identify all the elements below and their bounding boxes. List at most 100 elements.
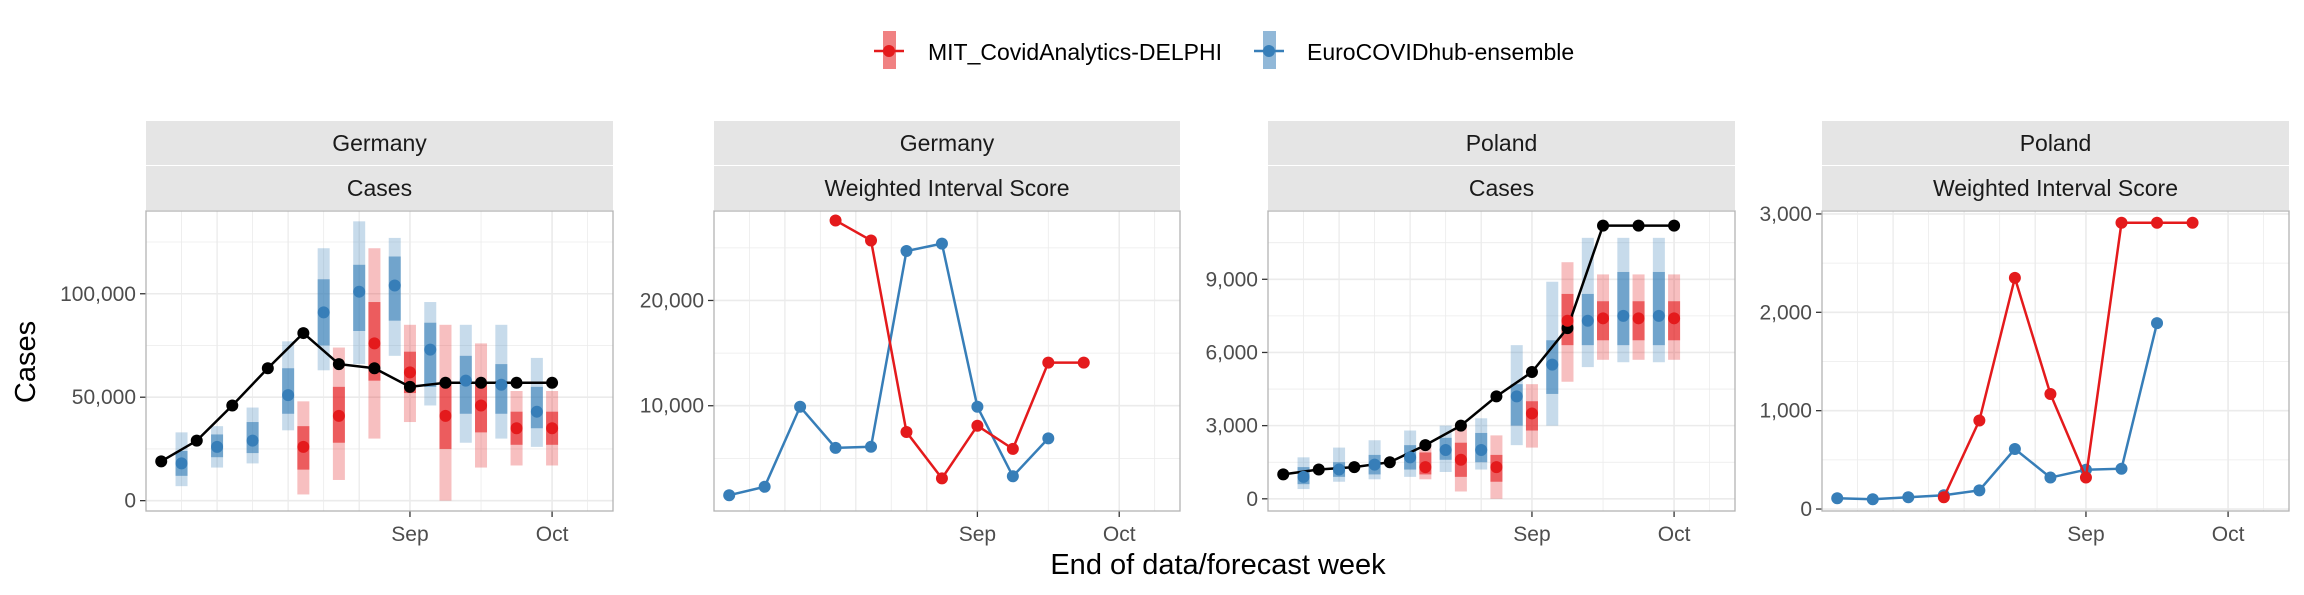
x-tick-label: Oct xyxy=(536,523,569,546)
score-point xyxy=(2151,317,2164,330)
score-line xyxy=(834,219,1084,481)
score-point xyxy=(971,419,984,432)
facet-label-location: Germany xyxy=(900,130,995,156)
facet-label-target: Weighted Interval Score xyxy=(1933,175,2178,201)
panel-border xyxy=(145,210,614,512)
forecast-median-point xyxy=(1525,407,1538,420)
observed-point xyxy=(1632,219,1645,232)
panel-germany-cases: Germany Cases 0 50,000 100,000 Sep Oct xyxy=(60,121,614,546)
forecast-median-point xyxy=(1652,309,1665,322)
forecast-median-point xyxy=(530,405,543,418)
score-point xyxy=(2151,216,2164,229)
forecast-interval-inner xyxy=(1652,271,1665,346)
facet-strip-target xyxy=(714,166,1180,210)
y-tick-label: 9,000 xyxy=(1205,268,1258,291)
score-point xyxy=(900,426,913,439)
score-point xyxy=(935,237,948,250)
legend-label-hub: EuroCOVIDhub-ensemble xyxy=(1307,39,1574,65)
x-tick-label: Oct xyxy=(1103,523,1136,546)
score-point xyxy=(2115,462,2128,475)
y-tick-label: 0 xyxy=(124,490,136,513)
score-point xyxy=(2008,443,2021,456)
observed-point xyxy=(439,376,452,389)
score-point xyxy=(829,441,842,454)
y-tick-label: 10,000 xyxy=(640,395,704,418)
forecast-median-point xyxy=(317,306,330,319)
score-point xyxy=(758,480,771,493)
forecast-median-point xyxy=(353,285,366,298)
facet-label-target: Cases xyxy=(347,175,412,201)
facet-label-location: Poland xyxy=(2020,130,2092,156)
forecast-median-point xyxy=(1475,444,1488,457)
panel-poland-cases: Poland Cases 0 3,000 6,000 9,000 Sep Oct xyxy=(1205,121,1736,546)
forecast-median-point xyxy=(1454,453,1467,466)
forecast-median-point xyxy=(1404,451,1417,464)
facet-strip-location xyxy=(714,121,1180,165)
score-point xyxy=(2079,471,2092,484)
y-tick-label: 100,000 xyxy=(60,283,136,306)
y-tick-label: 3,000 xyxy=(1759,203,1812,226)
forecast-median-point xyxy=(1419,461,1432,474)
score-point xyxy=(2044,387,2057,400)
facet-strip-location xyxy=(1268,121,1735,165)
observed-point xyxy=(1383,456,1396,469)
forecast-median-point xyxy=(211,440,224,453)
y-tick-label: 20,000 xyxy=(640,289,704,312)
forecast-interval-inner xyxy=(1617,271,1630,346)
score-line xyxy=(728,242,1050,497)
forecast-median-point xyxy=(332,409,345,422)
score-point xyxy=(794,400,807,413)
y-tick-label: 1,000 xyxy=(1759,400,1812,423)
observed-point xyxy=(510,376,523,389)
forecast-median-point xyxy=(1490,461,1503,474)
observed-point xyxy=(1312,463,1325,476)
panel-poland-wis: Poland Weighted Interval Score 0 1,000 2,000… xyxy=(1759,121,2290,546)
observed-point xyxy=(297,327,310,340)
forecast-median-point xyxy=(282,389,295,402)
observed-point xyxy=(1490,390,1503,403)
y-tick-label: 0 xyxy=(1800,498,1812,521)
facet-label-location: Poland xyxy=(1466,130,1538,156)
y-tick-label: 6,000 xyxy=(1205,341,1258,364)
forecast-median-point xyxy=(1597,312,1610,325)
y-axis-title: Cases xyxy=(10,321,42,403)
y-tick-label: 2,000 xyxy=(1759,301,1812,324)
facet-strip-target xyxy=(146,166,613,210)
forecast-median-point xyxy=(459,374,472,387)
x-tick-label: Oct xyxy=(2212,523,2245,546)
observed-point xyxy=(332,358,345,371)
x-tick-label: Sep xyxy=(391,523,428,546)
facet-label-location: Germany xyxy=(332,130,427,156)
plot-background xyxy=(714,211,1180,511)
forecast-median-point xyxy=(403,366,416,379)
score-point xyxy=(1973,414,1986,427)
observed-point xyxy=(368,362,381,375)
x-axis-title: End of data/forecast week xyxy=(1050,549,1386,581)
observed-point xyxy=(226,399,239,412)
score-point xyxy=(1042,432,1055,445)
facet-strip-target xyxy=(1268,166,1735,210)
observed-point xyxy=(190,434,203,447)
score-point xyxy=(1077,356,1090,369)
panel-border xyxy=(1267,210,1736,512)
forecast-median-point xyxy=(297,440,310,453)
forecast-median-point xyxy=(246,434,259,447)
forecast-median-point xyxy=(510,422,523,435)
y-tick-label: 50,000 xyxy=(72,386,136,409)
score-point xyxy=(935,472,948,485)
score-point xyxy=(1831,492,1844,505)
y-tick-label: 0 xyxy=(1246,488,1258,511)
facet-strip-location xyxy=(146,121,613,165)
forecast-median-point xyxy=(175,457,188,470)
forecast-median-point xyxy=(495,378,508,391)
observed-point xyxy=(1277,468,1290,481)
score-point xyxy=(1973,484,1986,497)
observed-point xyxy=(1454,419,1467,432)
x-tick-label: Oct xyxy=(1658,523,1691,546)
observed-point xyxy=(403,380,416,393)
y-tick-label: 3,000 xyxy=(1205,415,1258,438)
observed-point xyxy=(546,376,559,389)
observed-point xyxy=(1597,219,1610,232)
x-tick-label: Sep xyxy=(1513,523,1550,546)
